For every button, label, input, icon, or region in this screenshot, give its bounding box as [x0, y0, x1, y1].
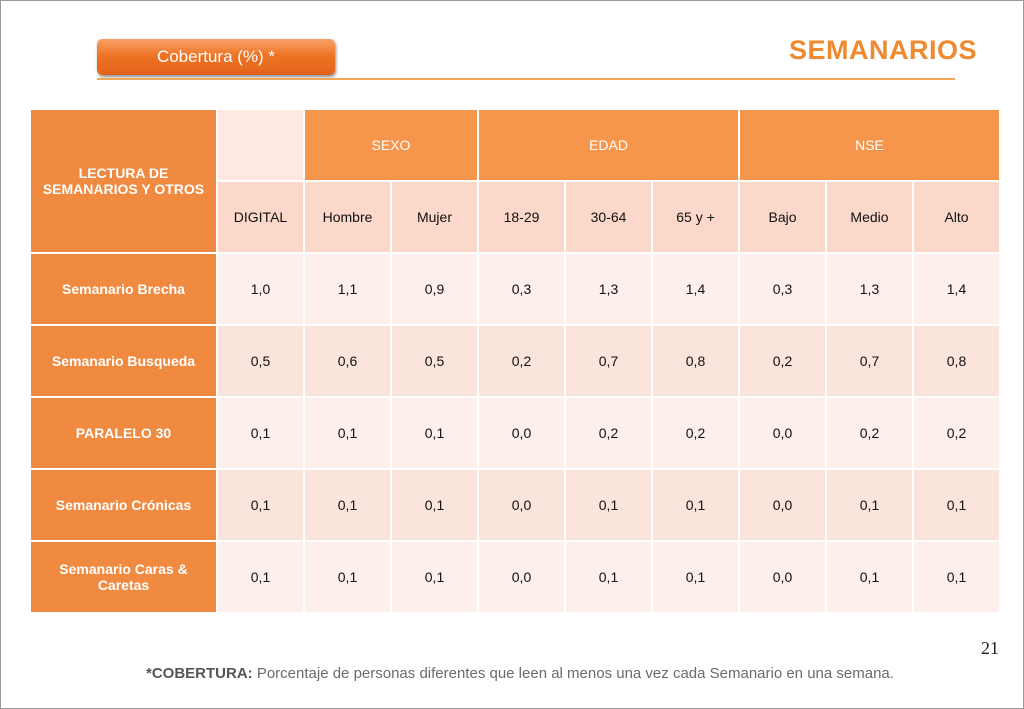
table-cell: 0,1 [651, 540, 740, 614]
column-header: DIGITAL [216, 180, 305, 254]
table-cell: 0,8 [912, 324, 1001, 398]
table-cell: 0,2 [825, 396, 914, 470]
table-cell: 0,0 [477, 468, 566, 542]
coverage-badge: Cobertura (%) * [97, 39, 335, 75]
column-header: Mujer [390, 180, 479, 254]
table-cell: 0,1 [216, 396, 305, 470]
group-header-sexo: SEXO [303, 108, 479, 182]
table-cell: 0,9 [390, 252, 479, 326]
row-label: Semanario Crónicas [29, 468, 218, 542]
column-header: Bajo [738, 180, 827, 254]
table-cell: 0,0 [738, 468, 827, 542]
group-header-row: LECTURA DE SEMANARIOS Y OTROS SEXO EDAD … [29, 108, 1001, 254]
table-cell: 0,0 [738, 396, 827, 470]
table-cell: 0,1 [564, 540, 653, 614]
footnote: *COBERTURA: Porcentaje de personas difer… [146, 665, 906, 683]
table-cell: 0,2 [912, 396, 1001, 470]
table-cell: 0,1 [303, 468, 392, 542]
table-cell: 0,0 [477, 396, 566, 470]
table-cell: 0,1 [216, 540, 305, 614]
column-header: Alto [912, 180, 1001, 254]
table-cell: 0,2 [564, 396, 653, 470]
table-cell: 0,1 [912, 540, 1001, 614]
row-label: Semanario Brecha [29, 252, 218, 326]
title-divider [97, 78, 955, 80]
table-cell: 0,2 [477, 324, 566, 398]
row-label: Semanario Busqueda [29, 324, 218, 398]
column-header-row: DIGITAL Hombre Mujer 18-29 30-64 65 y + … [30, 180, 1001, 254]
table-cell: 0,3 [738, 252, 827, 326]
table-cell: 1,4 [912, 252, 1001, 326]
group-header-nse: NSE [738, 108, 1001, 182]
table-cell: 0,3 [477, 252, 566, 326]
table-cell: 0,1 [303, 396, 392, 470]
group-header-edad: EDAD [477, 108, 740, 182]
table-cell: 0,0 [738, 540, 827, 614]
table-cell: 0,7 [825, 324, 914, 398]
table-cell: 0,2 [738, 324, 827, 398]
column-header: Medio [825, 180, 914, 254]
table-cell: 0,1 [651, 468, 740, 542]
table-cell: 0,8 [651, 324, 740, 398]
table-row: Semanario Brecha 1,0 1,1 0,9 0,3 1,3 1,4… [29, 252, 1001, 326]
table-cell: 0,1 [216, 468, 305, 542]
table-cell: 0,5 [390, 324, 479, 398]
row-label: PARALELO 30 [29, 396, 218, 470]
page-number: 21 [981, 638, 999, 658]
table-cell: 0,0 [477, 540, 566, 614]
table-cell: 1,3 [564, 252, 653, 326]
table-cell: 0,6 [303, 324, 392, 398]
table-cell: 1,0 [216, 252, 305, 326]
table-cell: 0,2 [651, 396, 740, 470]
column-header: Hombre [303, 180, 392, 254]
table-row: Semanario Busqueda 0,5 0,6 0,5 0,2 0,7 0… [29, 324, 1001, 398]
blank-header-cell [216, 108, 305, 182]
column-header: 18-29 [477, 180, 566, 254]
table-row: Semanario Caras & Caretas 0,1 0,1 0,1 0,… [29, 540, 1001, 614]
table-row: PARALELO 30 0,1 0,1 0,1 0,0 0,2 0,2 0,0 … [29, 396, 1001, 470]
table-cell: 0,1 [564, 468, 653, 542]
table-cell: 1,1 [303, 252, 392, 326]
coverage-table: LECTURA DE SEMANARIOS Y OTROS SEXO EDAD … [29, 108, 1001, 614]
table-cell: 0,1 [390, 540, 479, 614]
row-label: Semanario Caras & Caretas [29, 540, 218, 614]
table-cell: 0,1 [390, 396, 479, 470]
table-cell: 1,3 [825, 252, 914, 326]
table-cell: 0,1 [390, 468, 479, 542]
page-title: SEMANARIOS [788, 35, 977, 65]
corner-header: LECTURA DE SEMANARIOS Y OTROS [29, 108, 218, 254]
column-header: 65 y + [651, 180, 740, 254]
table-cell: 0,5 [216, 324, 305, 398]
table-cell: 0,1 [912, 468, 1001, 542]
footnote-term: *COBERTURA: [146, 665, 253, 682]
table-cell: 0,1 [825, 468, 914, 542]
footnote-text: Porcentaje de personas diferentes que le… [252, 665, 894, 682]
table-cell: 0,7 [564, 324, 653, 398]
column-header: 30-64 [564, 180, 653, 254]
table-cell: 0,1 [303, 540, 392, 614]
table-cell: 1,4 [651, 252, 740, 326]
table-cell: 0,1 [825, 540, 914, 614]
table-row: Semanario Crónicas 0,1 0,1 0,1 0,0 0,1 0… [29, 468, 1001, 542]
